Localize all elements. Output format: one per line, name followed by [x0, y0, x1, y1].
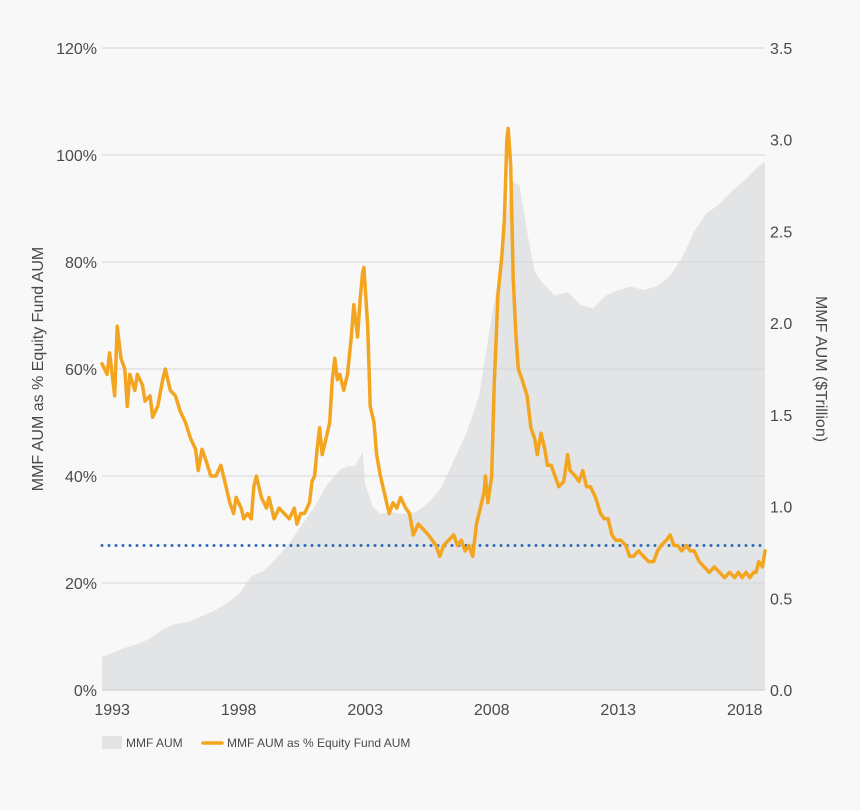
y-right-tick-label: 2.5 — [770, 224, 792, 241]
y-left-axis-title: MMF AUM as % Equity Fund AUM — [30, 247, 47, 492]
y-right-tick-label: 3.5 — [770, 41, 792, 58]
y-left-tick-label: 120% — [56, 41, 97, 58]
y-right-tick-label: 3.0 — [770, 133, 792, 150]
y-left-tick-label: 20% — [65, 576, 97, 593]
legend-label-mmf-aum: MMF AUM — [126, 736, 183, 750]
x-tick-label: 2018 — [727, 702, 763, 719]
y-right-tick-label: 1.0 — [770, 500, 792, 517]
y-right-tick-label: 0.0 — [770, 683, 792, 700]
y-right-axis-title: MMF AUM ($Trillion) — [812, 296, 829, 442]
x-tick-label: 1998 — [221, 702, 257, 719]
y-left-tick-label: 100% — [56, 148, 97, 165]
x-tick-label: 2008 — [474, 702, 510, 719]
y-left-tick-label: 40% — [65, 469, 97, 486]
x-tick-label: 2003 — [347, 702, 383, 719]
y-left-tick-label: 60% — [65, 362, 97, 379]
y-left-tick-label: 80% — [65, 255, 97, 272]
legend-label-mmf-pct-equity: MMF AUM as % Equity Fund AUM — [227, 736, 410, 750]
series-line-mmf-pct-equity — [100, 126, 767, 580]
y-right-tick-label: 1.5 — [770, 408, 792, 425]
y-right-tick-label: 0.5 — [770, 591, 792, 608]
series-area-mmf-aum — [102, 161, 765, 690]
y-left-tick-label: 0% — [74, 683, 97, 700]
x-tick-label: 1993 — [94, 702, 130, 719]
x-tick-label: 2013 — [600, 702, 636, 719]
legend-swatch-area — [102, 736, 122, 749]
y-right-tick-label: 2.0 — [770, 316, 792, 333]
